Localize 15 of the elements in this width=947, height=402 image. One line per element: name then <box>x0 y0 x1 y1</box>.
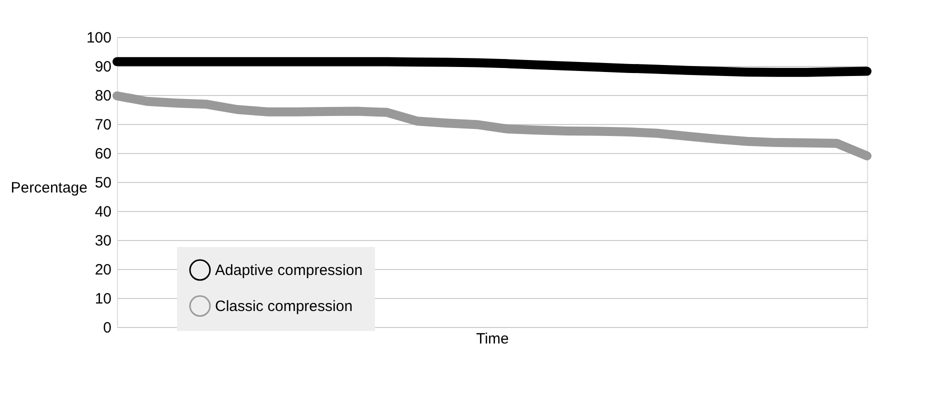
y-tick-label: 20 <box>94 262 112 278</box>
y-tick-label: 90 <box>94 58 112 76</box>
y-tick-label: 80 <box>94 88 112 104</box>
y-tick-label: 0 <box>103 320 112 336</box>
y-tick-label: 10 <box>94 290 112 308</box>
y-tick-label: 60 <box>94 146 112 162</box>
y-axis-title: Percentage <box>10 180 88 196</box>
y-tick-label: 40 <box>94 204 112 220</box>
legend-label: Adaptive compression <box>215 262 363 279</box>
legend-label: Classic compression <box>215 298 353 315</box>
x-axis-title: Time <box>476 330 509 348</box>
y-tick-label: 30 <box>94 232 112 250</box>
y-tick-label: 50 <box>94 174 112 192</box>
y-tick-label: 70 <box>94 116 112 134</box>
y-tick-label: 100 <box>86 30 112 46</box>
